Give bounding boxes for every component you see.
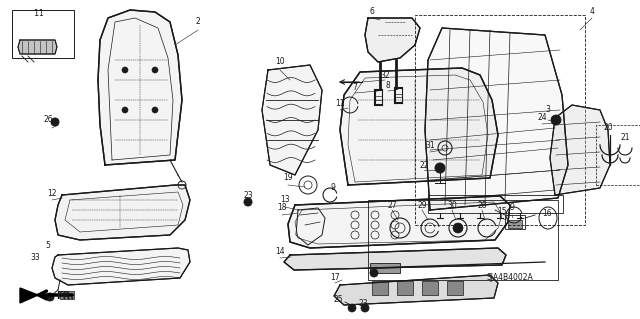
Text: 1: 1 bbox=[38, 10, 44, 19]
Text: FR.: FR. bbox=[56, 291, 74, 301]
Circle shape bbox=[122, 107, 128, 113]
Polygon shape bbox=[52, 248, 190, 285]
Text: 27: 27 bbox=[387, 201, 397, 210]
Bar bbox=[508, 220, 522, 228]
Polygon shape bbox=[98, 10, 182, 165]
Text: 9: 9 bbox=[509, 204, 515, 212]
Circle shape bbox=[348, 304, 356, 312]
Text: 26: 26 bbox=[43, 115, 53, 124]
Bar bbox=[372, 281, 388, 295]
Text: 8: 8 bbox=[386, 81, 390, 91]
Bar bbox=[415, 15, 585, 225]
Text: 20: 20 bbox=[603, 123, 613, 132]
Text: 23: 23 bbox=[243, 190, 253, 199]
Text: 31: 31 bbox=[425, 140, 435, 150]
Bar bbox=[12, 10, 74, 58]
Text: 25: 25 bbox=[333, 295, 343, 305]
Bar bbox=[422, 281, 438, 295]
Polygon shape bbox=[20, 288, 38, 303]
Text: 2: 2 bbox=[196, 18, 200, 26]
Text: 11: 11 bbox=[335, 99, 345, 108]
Text: 13: 13 bbox=[280, 196, 290, 204]
Text: 7: 7 bbox=[353, 84, 357, 93]
Circle shape bbox=[152, 107, 158, 113]
Text: 5: 5 bbox=[45, 241, 51, 249]
Text: 17: 17 bbox=[330, 272, 340, 281]
Polygon shape bbox=[288, 196, 510, 248]
Circle shape bbox=[361, 304, 369, 312]
Text: 19: 19 bbox=[283, 174, 293, 182]
Text: 29: 29 bbox=[417, 201, 427, 210]
Text: 12: 12 bbox=[47, 189, 57, 197]
Text: 23: 23 bbox=[358, 299, 368, 308]
Polygon shape bbox=[334, 275, 498, 305]
Text: 9: 9 bbox=[331, 183, 335, 192]
Bar bbox=[428, 195, 563, 213]
Bar bbox=[60, 291, 74, 299]
Text: 18: 18 bbox=[277, 204, 287, 212]
Bar bbox=[447, 281, 463, 295]
Text: 3: 3 bbox=[545, 106, 550, 115]
Circle shape bbox=[370, 269, 378, 277]
Text: 24: 24 bbox=[537, 114, 547, 122]
Bar bbox=[370, 263, 400, 273]
Bar bbox=[368, 200, 558, 280]
Bar bbox=[596, 125, 640, 185]
Text: 15: 15 bbox=[497, 207, 507, 217]
Circle shape bbox=[51, 118, 59, 126]
Bar bbox=[397, 281, 413, 295]
Circle shape bbox=[152, 67, 158, 73]
Bar bbox=[505, 215, 525, 229]
Polygon shape bbox=[425, 28, 568, 210]
Text: SJA4B4002A: SJA4B4002A bbox=[486, 273, 533, 283]
Circle shape bbox=[453, 223, 463, 233]
Polygon shape bbox=[18, 40, 57, 54]
Circle shape bbox=[46, 293, 54, 301]
Text: 33: 33 bbox=[30, 254, 40, 263]
Text: 10: 10 bbox=[275, 57, 285, 66]
Text: 16: 16 bbox=[542, 209, 552, 218]
Circle shape bbox=[244, 198, 252, 206]
Text: 32: 32 bbox=[380, 70, 390, 79]
Text: 22: 22 bbox=[419, 160, 429, 169]
Text: 28: 28 bbox=[477, 201, 487, 210]
Polygon shape bbox=[284, 248, 506, 270]
Text: 1: 1 bbox=[33, 10, 38, 19]
Circle shape bbox=[551, 115, 561, 125]
Text: 14: 14 bbox=[275, 248, 285, 256]
Polygon shape bbox=[55, 185, 190, 240]
Polygon shape bbox=[340, 68, 498, 185]
Text: 21: 21 bbox=[620, 133, 630, 143]
Text: 6: 6 bbox=[369, 8, 374, 17]
Text: 4: 4 bbox=[589, 8, 595, 17]
Circle shape bbox=[435, 163, 445, 173]
Polygon shape bbox=[550, 105, 610, 195]
Text: 30: 30 bbox=[447, 201, 457, 210]
Circle shape bbox=[122, 67, 128, 73]
Polygon shape bbox=[365, 18, 420, 62]
Polygon shape bbox=[262, 65, 322, 175]
